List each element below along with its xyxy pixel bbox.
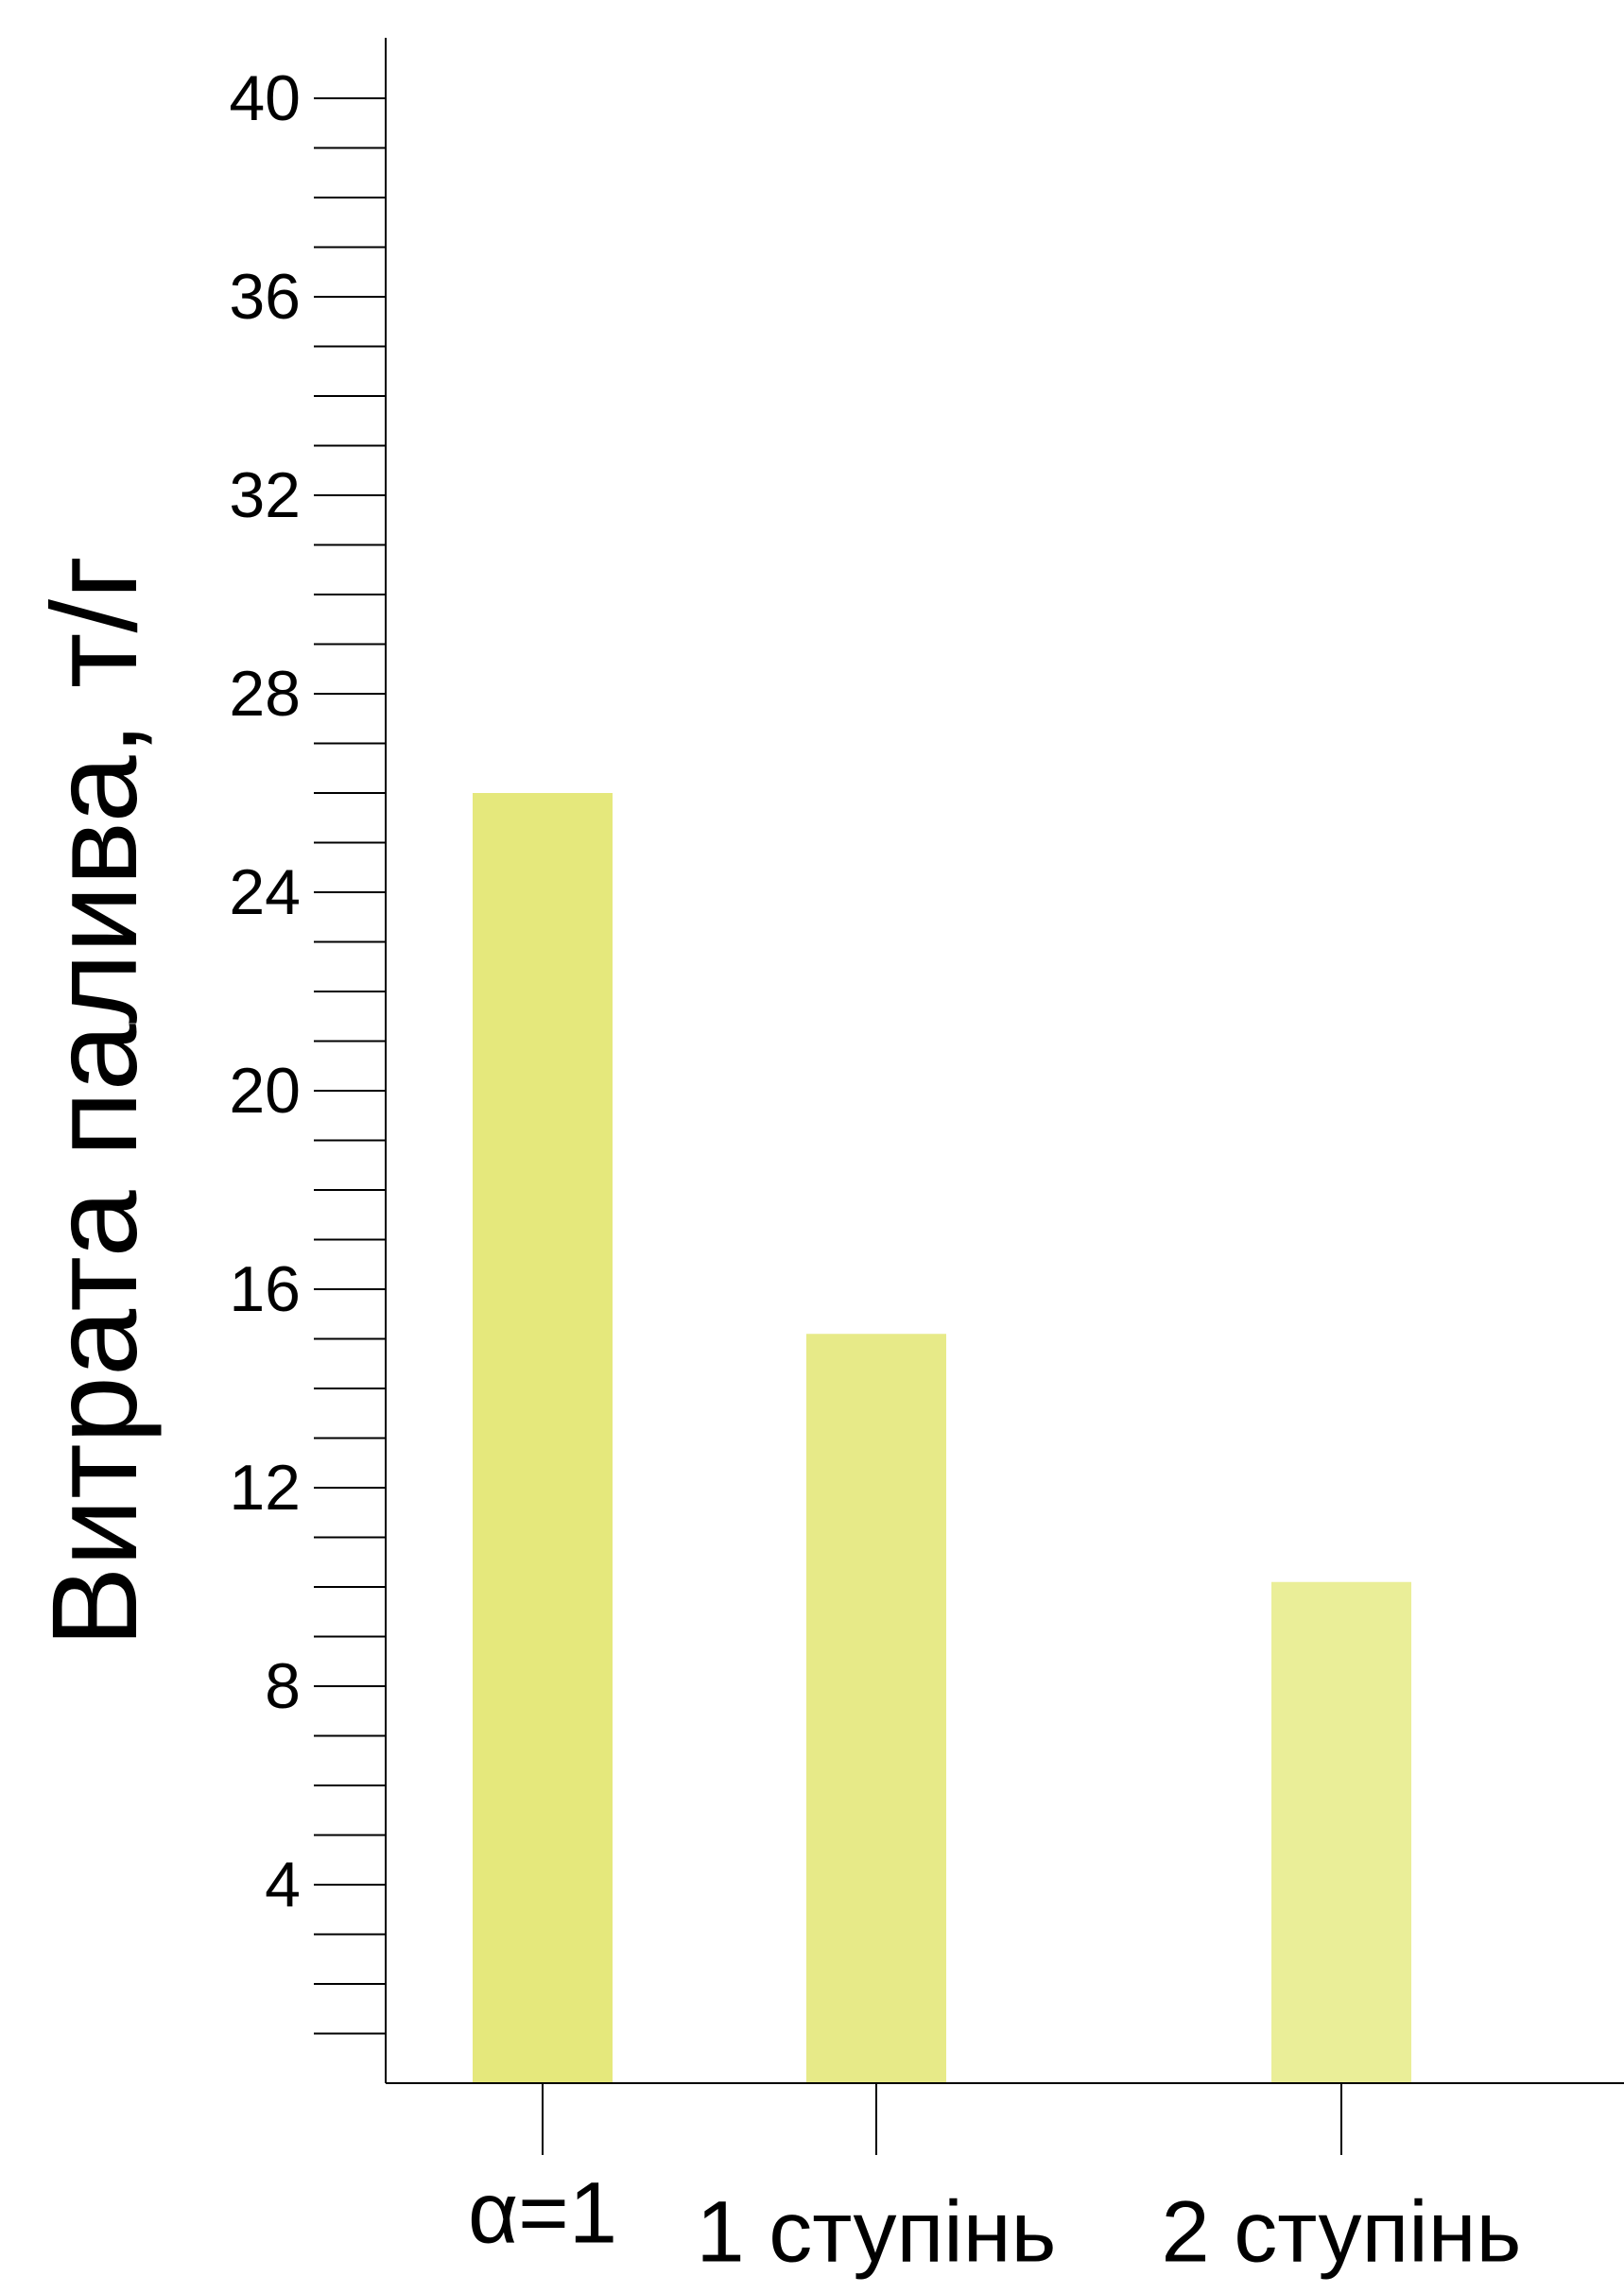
y-tick-label: 4 <box>265 1849 301 1921</box>
y-tick-label: 16 <box>229 1253 301 1325</box>
x-ticks-group: α=1 1 ступінь 2 ступінь <box>468 2083 1522 2280</box>
y-tick-label: 24 <box>229 856 301 928</box>
y-tick-label: 28 <box>229 658 301 730</box>
bars-group <box>473 793 1411 2083</box>
bar-3 <box>1271 1582 1411 2083</box>
y-tick-label: 20 <box>229 1055 301 1127</box>
bar-1 <box>473 793 613 2083</box>
y-tick-label: 36 <box>229 261 301 333</box>
y-tick-label: 8 <box>265 1650 301 1722</box>
y-tick-label: 12 <box>229 1452 301 1524</box>
bar-2 <box>806 1334 946 2083</box>
y-tick-label: 40 <box>229 62 301 134</box>
x-category-label: 1 ступінь <box>697 2183 1057 2280</box>
x-category-label: α=1 <box>468 2164 617 2261</box>
y-axis-label: Витрата палива, т/г <box>27 555 163 1646</box>
y-tick-label: 32 <box>229 459 301 531</box>
y-ticks-group: 4 8 12 16 20 24 28 32 36 40 <box>229 62 386 2034</box>
x-category-label: 2 ступінь <box>1162 2183 1522 2280</box>
